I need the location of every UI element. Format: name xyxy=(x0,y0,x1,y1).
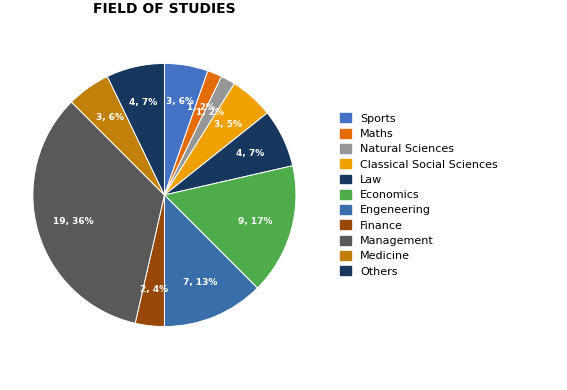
Text: 19, 36%: 19, 36% xyxy=(53,217,94,226)
Text: 3, 6%: 3, 6% xyxy=(166,97,194,106)
Text: 3, 5%: 3, 5% xyxy=(214,120,242,129)
Text: 4, 7%: 4, 7% xyxy=(129,98,158,107)
Wedge shape xyxy=(135,195,164,326)
Wedge shape xyxy=(164,64,208,195)
Wedge shape xyxy=(164,195,257,326)
Wedge shape xyxy=(33,102,164,323)
Wedge shape xyxy=(71,76,164,195)
Text: 7, 13%: 7, 13% xyxy=(184,278,218,287)
Wedge shape xyxy=(164,166,296,288)
Wedge shape xyxy=(164,113,293,195)
Text: 9, 17%: 9, 17% xyxy=(238,217,273,226)
Text: 1, 2%: 1, 2% xyxy=(187,103,215,112)
Legend: Sports, Maths, Natural Sciences, Classical Social Sciences, Law, Economics, Enge: Sports, Maths, Natural Sciences, Classic… xyxy=(340,113,498,277)
Wedge shape xyxy=(164,83,267,195)
Text: 3, 6%: 3, 6% xyxy=(96,113,124,122)
Wedge shape xyxy=(164,71,222,195)
Text: 1, 2%: 1, 2% xyxy=(196,108,224,117)
Text: 2, 4%: 2, 4% xyxy=(139,285,168,294)
Title: FIELD OF STUDIES: FIELD OF STUDIES xyxy=(93,2,236,16)
Wedge shape xyxy=(107,64,164,195)
Text: 4, 7%: 4, 7% xyxy=(236,149,264,158)
Wedge shape xyxy=(164,76,234,195)
